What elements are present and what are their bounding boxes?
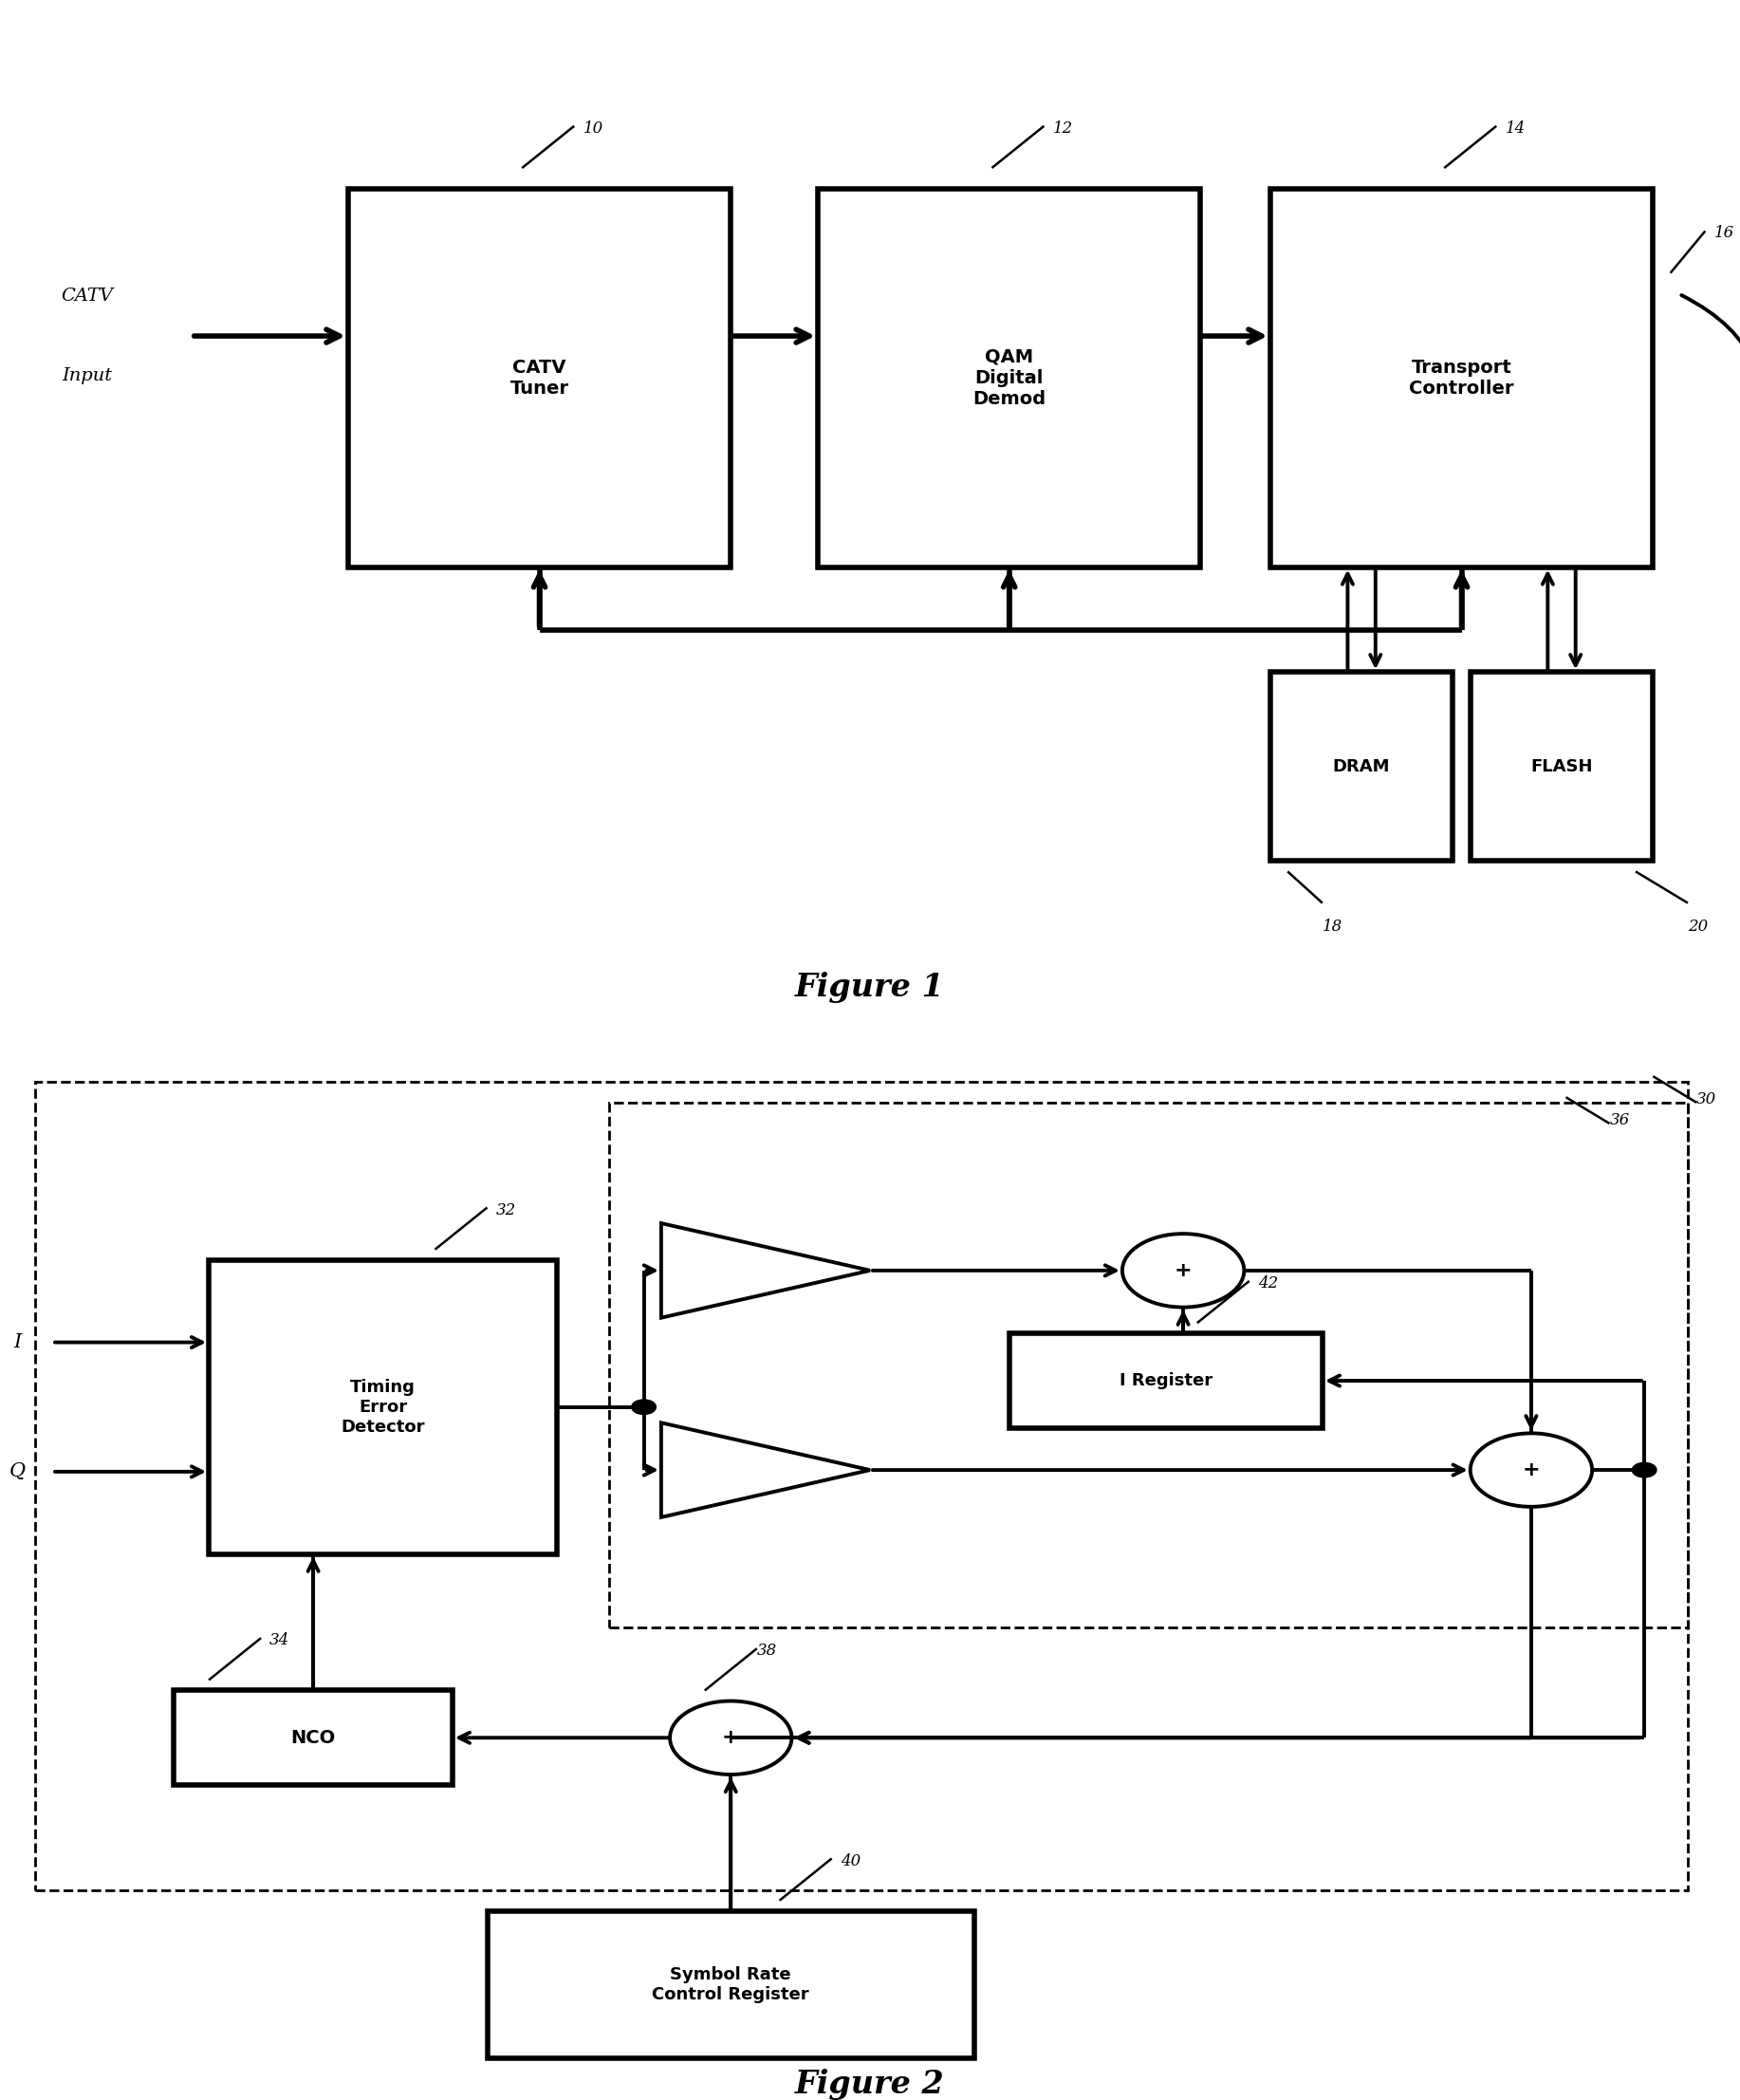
Bar [1470, 672, 1653, 861]
Text: DRAM: DRAM [1333, 758, 1390, 775]
Circle shape [632, 1399, 656, 1415]
Text: 30: 30 [1696, 1092, 1717, 1109]
Text: 14: 14 [1505, 120, 1526, 136]
Bar [818, 189, 1201, 567]
Bar [174, 1691, 452, 1785]
Text: 42: 42 [1258, 1275, 1279, 1291]
Text: FLASH: FLASH [1531, 758, 1592, 775]
Text: Symbol Rate
Control Register: Symbol Rate Control Register [652, 1966, 809, 2003]
Bar [1009, 1334, 1322, 1428]
Text: Q: Q [9, 1464, 26, 1480]
Text: 34: 34 [270, 1632, 291, 1648]
Bar [1270, 672, 1453, 861]
Text: +: + [1174, 1260, 1192, 1281]
Bar [35, 1082, 1688, 1890]
Bar [1270, 189, 1653, 567]
Text: I Register: I Register [1119, 1371, 1213, 1390]
Text: 16: 16 [1714, 225, 1735, 242]
Text: CATV: CATV [61, 288, 113, 304]
Text: NCO: NCO [291, 1728, 336, 1747]
Text: 40: 40 [840, 1852, 861, 1869]
Text: Transport
Controller: Transport Controller [1409, 359, 1514, 397]
Text: 12: 12 [1053, 120, 1074, 136]
Bar [609, 1102, 1688, 1628]
Text: I: I [14, 1334, 21, 1350]
Bar [348, 189, 731, 567]
Text: +: + [722, 1728, 740, 1747]
Text: Timing
Error
Detector: Timing Error Detector [341, 1380, 425, 1434]
Text: 36: 36 [1610, 1113, 1630, 1130]
Text: Figure 2: Figure 2 [795, 2068, 945, 2100]
Bar [487, 1911, 974, 2058]
Text: 32: 32 [496, 1201, 517, 1218]
FancyArrowPatch shape [1681, 296, 1740, 466]
Text: 38: 38 [757, 1642, 778, 1659]
Text: 20: 20 [1688, 918, 1709, 935]
Bar [209, 1260, 557, 1554]
Circle shape [1632, 1462, 1656, 1478]
Text: +: + [1522, 1459, 1540, 1480]
Text: 10: 10 [583, 120, 604, 136]
Text: 18: 18 [1322, 918, 1343, 935]
Text: CATV
Tuner: CATV Tuner [510, 359, 569, 397]
Text: Figure 1: Figure 1 [795, 972, 945, 1002]
Text: Input: Input [63, 368, 111, 384]
Text: QAM
Digital
Demod: QAM Digital Demod [973, 349, 1046, 407]
